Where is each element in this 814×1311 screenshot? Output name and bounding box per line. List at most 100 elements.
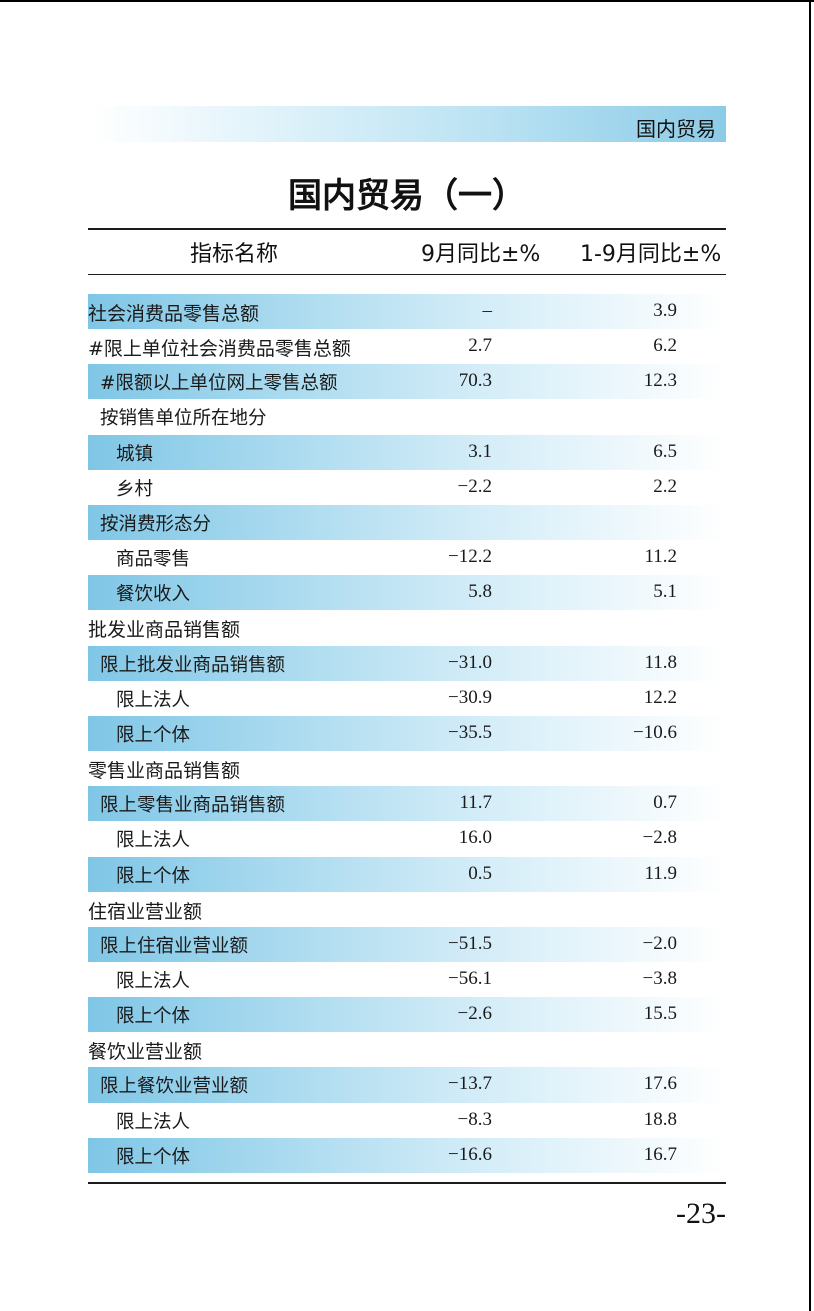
ytd-yoy-value: 11.2 [644,546,677,568]
table-row: 限上批发业商品销售额 −31.0 11.8 [88,645,726,681]
ytd-yoy-value: −2.8 [642,827,677,849]
row-label: 住宿业营业额 [88,900,203,923]
row-label: 城镇 [116,443,154,465]
row-label: 限上法人 [116,970,191,992]
table-row: 城镇 3.1 6.5 [88,434,726,470]
table-row: 商品零售 −12.2 11.2 [88,540,726,575]
table-top-rule [88,228,726,230]
table-header-rule [88,274,726,275]
september-yoy-value: – [482,300,493,321]
september-yoy-value: 16.0 [458,827,492,849]
table-row: #限上单位社会消费品零售总额 2.7 6.2 [88,329,726,364]
ytd-yoy-value: −3.8 [642,967,677,989]
row-label: 批发业商品销售额 [88,619,241,642]
column-header-september-yoy: 9月同比±% [421,242,541,267]
table-row: 限上住宿业营业额 −51.5 −2.0 [88,926,726,962]
page-border-right [809,0,811,1311]
row-label: #限额以上单位网上零售总额 [100,373,338,395]
row-label: 按消费形态分 [100,513,212,535]
september-yoy-value: −56.1 [448,967,492,989]
page-number: -23- [676,1197,726,1230]
ytd-yoy-value: −2.0 [642,932,677,954]
ytd-yoy-value: 16.7 [643,1143,677,1165]
september-yoy-value: 0.5 [468,862,492,884]
row-label: 限上个体 [116,1006,191,1028]
row-label: 限上法人 [116,1111,191,1133]
september-yoy-value: −2.6 [457,1003,492,1025]
september-yoy-value: 70.3 [458,370,492,392]
ytd-yoy-value: −10.6 [633,721,677,743]
september-yoy-value: −30.9 [448,686,492,708]
ytd-yoy-value: 17.6 [643,1073,677,1095]
row-label: 限上个体 [116,724,191,746]
row-label: 餐饮业营业额 [88,1041,203,1064]
row-label: 限上个体 [116,1146,191,1168]
september-yoy-value: 5.8 [468,581,492,603]
ytd-yoy-value: 3.9 [653,300,677,321]
table-row: 限上法人 −56.1 −3.8 [88,962,726,997]
ytd-yoy-value: 6.5 [653,440,677,462]
page-title: 国内贸易（一） [288,176,526,216]
september-yoy-value: −51.5 [448,932,492,954]
row-label: 社会消费品零售总额 [88,303,260,325]
section-banner: 国内贸易 [90,106,726,142]
table-row: 限上个体 0.5 11.9 [88,856,726,892]
column-header-ytd-yoy: 1-9月同比±% [580,242,722,267]
row-label: 餐饮收入 [116,584,191,606]
row-label: 限上法人 [116,689,191,711]
table-row: #限额以上单位网上零售总额 70.3 12.3 [88,364,726,400]
ytd-yoy-value: 12.2 [643,686,677,708]
table-row: 住宿业营业额 [88,892,726,927]
ytd-yoy-value: 15.5 [643,1003,677,1025]
table-row: 限上个体 −2.6 15.5 [88,997,726,1033]
ytd-yoy-value: 5.1 [653,581,677,603]
page-border-top [0,0,814,2]
september-yoy-value: 3.1 [468,440,492,462]
table-row: 社会消费品零售总额 – 3.9 [88,294,726,330]
row-label: #限上单位社会消费品零售总额 [88,338,351,361]
ytd-yoy-value: 2.2 [653,475,677,497]
row-label: 限上批发业商品销售额 [100,654,286,676]
table-row: 限上餐饮业营业额 −13.7 17.6 [88,1067,726,1103]
september-yoy-value: −35.5 [448,721,492,743]
row-label: 限上法人 [116,830,191,852]
september-yoy-value: −31.0 [448,651,492,673]
table-row: 按消费形态分 [88,504,726,541]
table-row: 限上法人 16.0 −2.8 [88,821,726,856]
ytd-yoy-value: 6.2 [653,335,677,357]
ytd-yoy-value: 18.8 [643,1108,677,1130]
column-header-indicator: 指标名称 [190,242,279,267]
row-label: 零售业商品销售额 [88,760,241,783]
table-row: 限上零售业商品销售额 11.7 0.7 [88,786,726,822]
section-label: 国内贸易 [636,117,716,141]
table-bottom-rule [88,1182,726,1184]
september-yoy-value: −12.2 [448,546,492,568]
data-table: 社会消费品零售总额 – 3.9 #限上单位社会消费品零售总额 2.7 6.2 #限额以上单位… [88,294,726,1173]
table-row: 餐饮收入 5.8 5.1 [88,575,726,611]
ytd-yoy-value: 11.8 [644,651,677,673]
table-row: 批发业商品销售额 [88,610,726,645]
table-row: 限上法人 −30.9 12.2 [88,681,726,716]
table-row: 零售业商品销售额 [88,751,726,786]
september-yoy-value: 11.7 [459,792,492,814]
table-row: 乡村 −2.2 2.2 [88,470,726,505]
ytd-yoy-value: 12.3 [643,370,677,392]
row-label: 限上住宿业营业额 [100,935,249,957]
row-label: 按销售单位所在地分 [100,408,267,430]
table-row: 限上个体 −35.5 −10.6 [88,715,726,752]
september-yoy-value: −16.6 [448,1143,492,1165]
september-yoy-value: 2.7 [468,335,492,357]
ytd-yoy-value: 0.7 [653,792,677,814]
ytd-yoy-value: 11.9 [644,862,677,884]
row-label: 限上个体 [116,865,191,887]
row-label: 乡村 [116,478,154,500]
row-label: 限上餐饮业营业额 [100,1076,249,1098]
table-row: 限上个体 −16.6 16.7 [88,1137,726,1173]
september-yoy-value: −8.3 [457,1108,492,1130]
row-label: 商品零售 [116,549,191,571]
september-yoy-value: −2.2 [457,475,492,497]
september-yoy-value: −13.7 [448,1073,492,1095]
table-row: 餐饮业营业额 [88,1032,726,1067]
table-row: 按销售单位所在地分 [88,399,726,434]
table-row: 限上法人 −8.3 18.8 [88,1103,726,1138]
